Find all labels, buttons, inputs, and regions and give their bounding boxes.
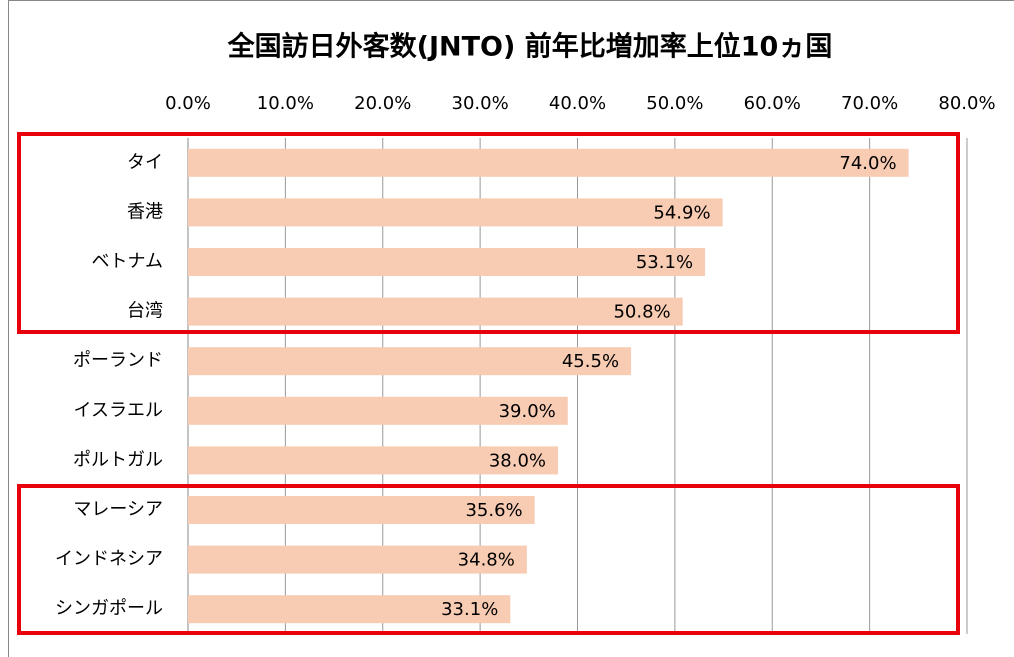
value-label: 45.5% — [562, 351, 619, 372]
x-tick-label: 70.0% — [841, 93, 898, 114]
y-tick-label: ポルトガル — [73, 449, 163, 470]
x-tick-label: 20.0% — [354, 93, 411, 114]
x-tick-label: 80.0% — [938, 93, 995, 114]
x-tick-label: 40.0% — [549, 93, 606, 114]
y-tick-label: シンガポール — [55, 598, 163, 619]
x-tick-label: 60.0% — [744, 93, 801, 114]
plot-area: 0.0% 10.0% 20.0% 30.0% 40.0% 50.0% 60.0% 70.0% 8… — [55, 93, 996, 634]
bar — [188, 496, 535, 524]
bar — [188, 347, 632, 376]
highlight-box — [17, 132, 960, 334]
value-label: 35.6% — [465, 500, 522, 521]
value-label: 50.8% — [613, 302, 670, 323]
chart-title: 全国訪日外客数(JNTO) 前年比増加率上位10ヵ国 — [227, 31, 833, 63]
x-tick-label: 50.0% — [646, 93, 703, 114]
bar — [188, 545, 527, 574]
highlight-box — [17, 484, 960, 635]
bar — [188, 148, 909, 177]
y-tick-label: インドネシア — [55, 549, 163, 570]
value-label: 74.0% — [839, 153, 896, 174]
value-label: 39.0% — [499, 401, 556, 422]
value-label: 34.8% — [458, 550, 515, 571]
value-label: 33.1% — [441, 599, 498, 620]
x-tick-label: 0.0% — [165, 93, 211, 114]
bar — [188, 248, 706, 276]
bar — [188, 595, 511, 624]
value-label: 53.1% — [636, 252, 693, 273]
value-label: 54.9% — [653, 202, 710, 223]
y-tick-label: ベトナム — [92, 251, 163, 272]
bar — [188, 297, 683, 326]
y-tick-label: タイ — [127, 152, 163, 173]
y-tick-label: 香港 — [127, 201, 163, 222]
y-tick-label: マレーシア — [73, 499, 163, 520]
chart-border — [8, 0, 1014, 657]
x-tick-label: 10.0% — [257, 93, 314, 114]
bar — [188, 198, 723, 227]
bar — [188, 446, 559, 475]
y-tick-label: ポーランド — [73, 350, 163, 371]
y-tick-label: 台湾 — [127, 301, 163, 322]
y-tick-label: イスラエル — [74, 400, 163, 421]
x-tick-label: 30.0% — [452, 93, 509, 114]
bar — [188, 396, 568, 425]
value-label: 38.0% — [489, 450, 546, 471]
